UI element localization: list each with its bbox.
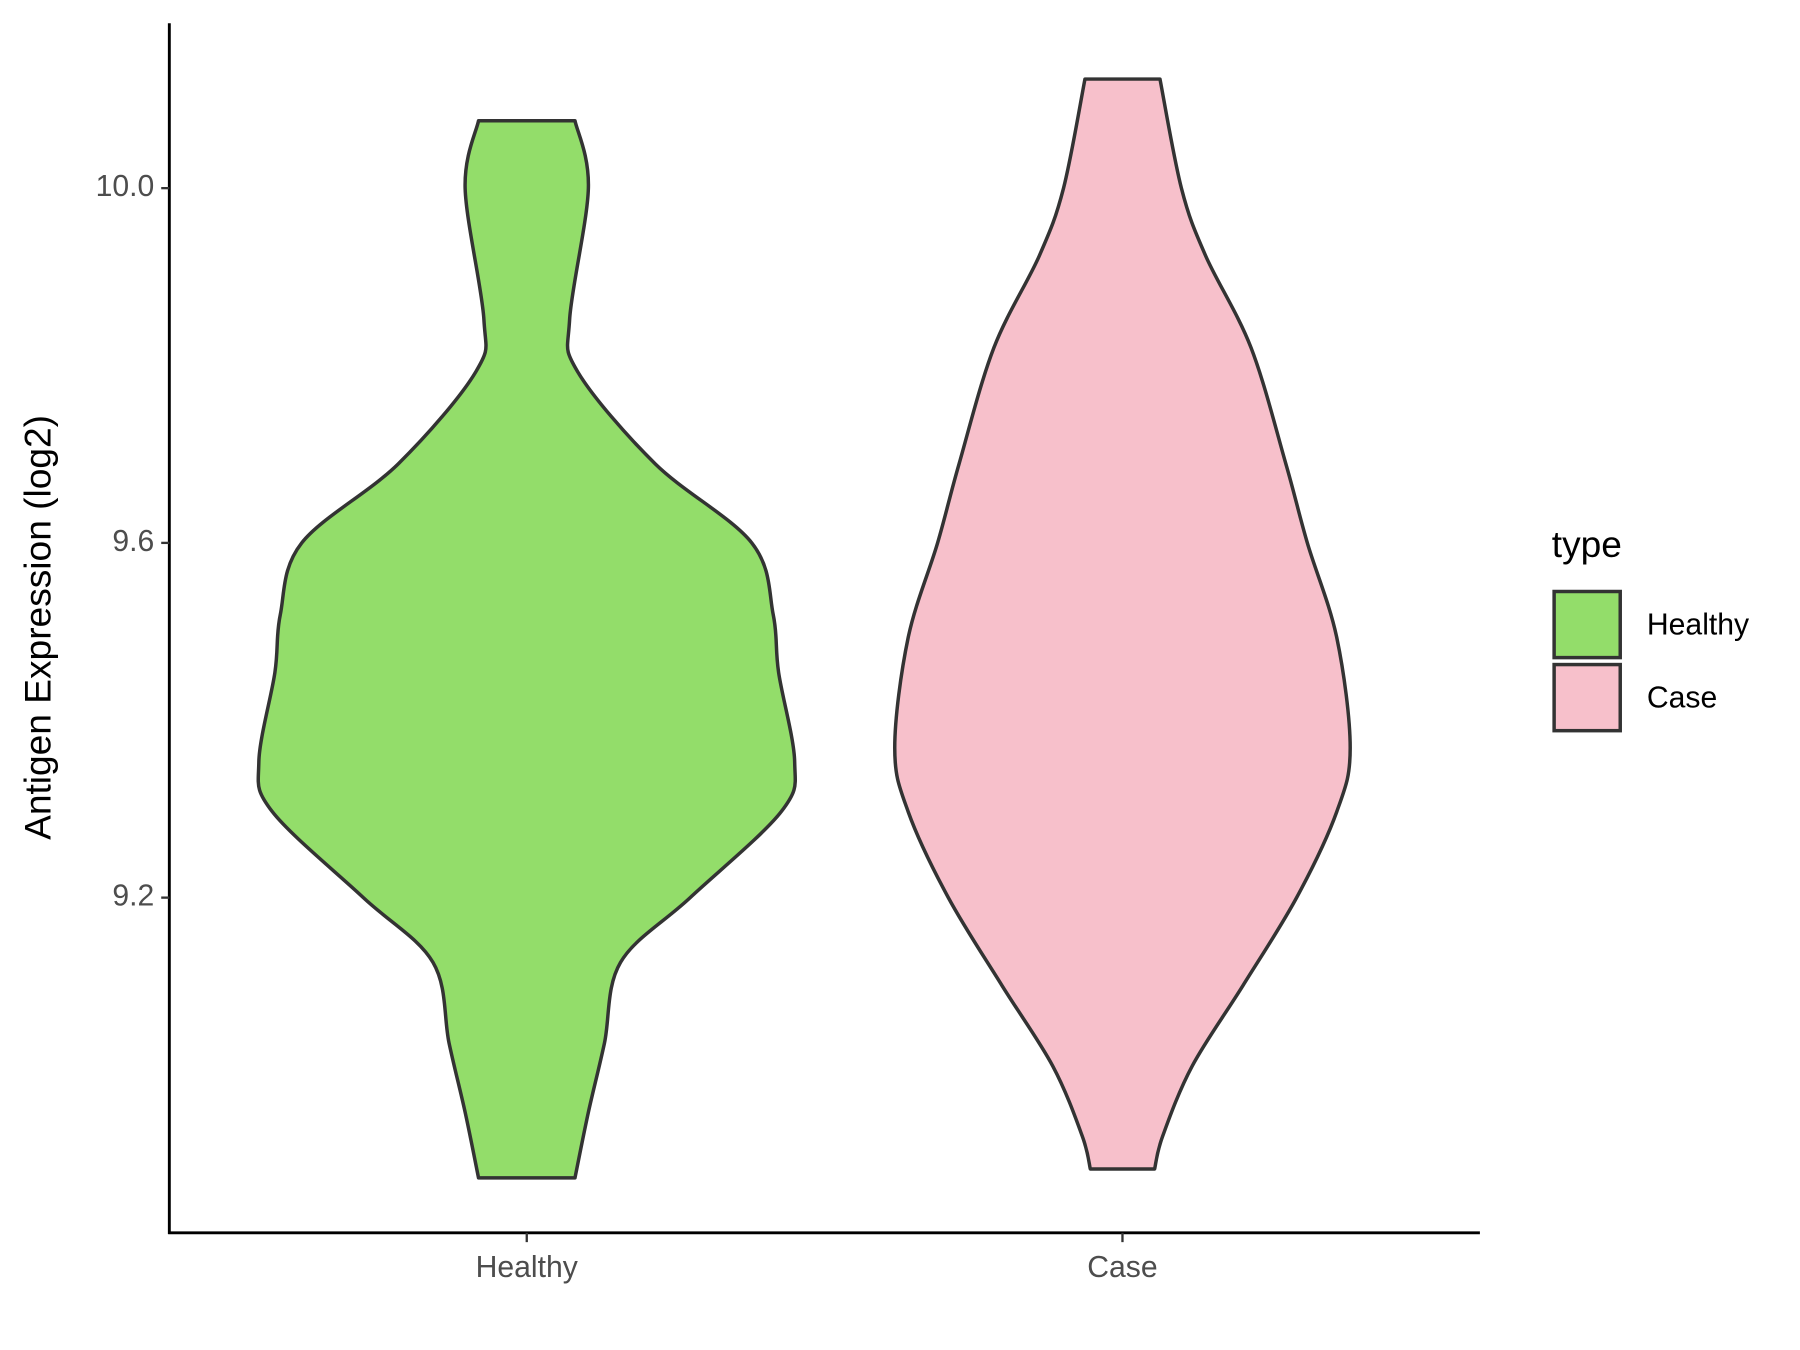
x-tick-label: Case — [1087, 1251, 1157, 1284]
y-axis-title: Antigen Expression (log2) — [16, 415, 58, 840]
legend-title: type — [1552, 523, 1622, 565]
legend-key — [1552, 589, 1622, 660]
legend-label: Case — [1647, 681, 1717, 714]
legend-key — [1552, 662, 1622, 733]
y-tick-label: 10.0 — [96, 170, 155, 203]
y-tick-label: 9.2 — [112, 880, 154, 913]
y-tick-label: 9.6 — [112, 525, 154, 558]
x-tick-label: Healthy — [476, 1251, 579, 1284]
legend-label: Healthy — [1647, 608, 1750, 641]
violin-body — [893, 77, 1352, 1171]
violin-body — [256, 119, 797, 1180]
